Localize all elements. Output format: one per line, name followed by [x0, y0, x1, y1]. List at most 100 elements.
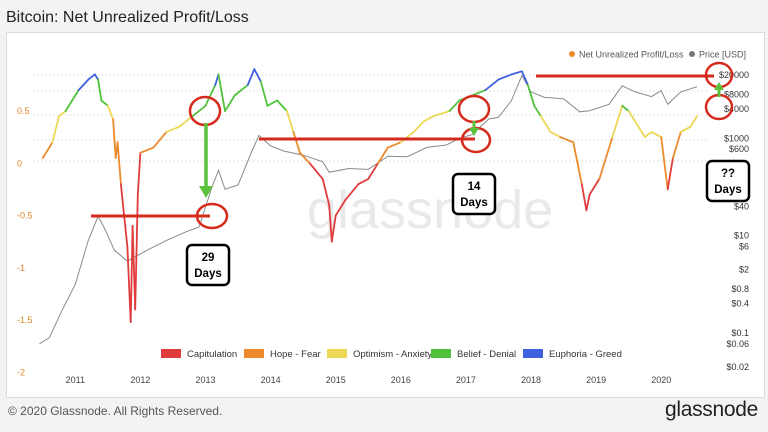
annotation-14-days-unit: Days [460, 197, 488, 209]
nupl-segment [107, 104, 114, 121]
nupl-segment [666, 157, 674, 191]
x-tick-label: 2020 [651, 375, 671, 385]
y-right-tick-label: $0.8 [731, 284, 749, 294]
annotation-box-14-days [451, 172, 497, 216]
y-left-tick-label: -0.5 [17, 211, 33, 221]
nupl-segment [533, 104, 542, 118]
nupl-segment [123, 214, 129, 248]
nupl-segment [276, 99, 288, 112]
legend-price-marker [689, 51, 695, 57]
brand-logo: glassnode [664, 398, 758, 421]
nupl-segment [422, 115, 435, 123]
x-tick-label: 2017 [456, 375, 476, 385]
nupl-segment [308, 162, 324, 180]
nupl-segment [224, 94, 236, 112]
nupl-chart: glassnode 0.5 0 -0.5 -1 -1.5 -2 $20000 $8000 $4… [17, 50, 751, 385]
nupl-segment [580, 183, 588, 212]
y-right-tick-label: $0.1 [731, 328, 749, 338]
legend-nupl-label: Net Unrealized Profit/Loss [579, 50, 684, 60]
nupl-segment [484, 78, 500, 91]
nupl-segment [621, 104, 630, 112]
legend-euphoria-greed-label: Euphoria - Greed [549, 349, 622, 360]
y-right-tick-label: $1000 [724, 133, 749, 143]
nupl-segment [497, 73, 513, 81]
nupl-segment [233, 84, 249, 97]
legend-optimism-anxiety-swatch [327, 349, 347, 358]
nupl-segment [559, 136, 575, 144]
nupl-segment [672, 131, 682, 159]
nupl-segment [689, 115, 698, 128]
y-axis-left-ticks: 0.5 0 -0.5 -1 -1.5 -2 [17, 106, 33, 377]
nupl-segment [152, 131, 168, 149]
grid-lines [33, 74, 707, 162]
annotation-unknown-days-number: ?? [721, 168, 735, 180]
y-axis-right-ticks: $20000 $8000 $4000 $1000$600 $40 $10$6 $2 $0.8 $… [719, 70, 749, 372]
x-tick-label: 2011 [66, 375, 85, 385]
nupl-segment [71, 89, 80, 102]
page-title: Bitcoin: Net Unrealized Profit/Loss [6, 9, 249, 26]
nupl-segment [93, 73, 99, 81]
y-left-tick-label: 0.5 [17, 106, 30, 116]
nupl-segment [116, 141, 122, 186]
legend-capitulation-swatch [161, 349, 181, 358]
nupl-segment [386, 141, 402, 149]
y-right-tick-label: $0.4 [731, 299, 749, 309]
nupl-segment [266, 99, 279, 107]
nupl-segment [644, 131, 653, 138]
nupl-segment [321, 177, 331, 207]
nupl-segment [64, 99, 73, 112]
nupl-segment [637, 125, 646, 138]
y-right-tick-label: $0.06 [726, 339, 749, 349]
nupl-segment [650, 131, 663, 138]
nupl-segment [165, 125, 181, 133]
annotation-14-days-number: 14 [468, 181, 481, 193]
chart-panel: glassnode 0.5 0 -0.5 -1 -1.5 -2 $20000 $8000 $4… [6, 32, 765, 398]
nupl-segment [330, 214, 337, 243]
legend-capitulation-label: Capitulation [187, 349, 237, 360]
nupl-segment [510, 70, 523, 76]
nupl-segment [253, 68, 262, 83]
legend-belief-denial-swatch [431, 349, 451, 358]
nupl-segment [660, 136, 669, 191]
nupl-segment [292, 131, 301, 154]
nupl-segment [611, 104, 624, 138]
annotations: 29 Days 14 Days ?? Days [91, 61, 751, 287]
nupl-segment [598, 136, 614, 180]
y-left-tick-label: -1.5 [17, 315, 33, 325]
legend-top: Net Unrealized Profit/Loss Price [USD] [569, 50, 746, 60]
nupl-segment [246, 68, 256, 86]
nupl-segment [136, 151, 142, 196]
legend-euphoria-greed-swatch [523, 349, 543, 358]
nupl-segment [100, 99, 109, 107]
nupl-segment [344, 183, 360, 201]
nupl-segment [112, 118, 117, 159]
y-right-tick-label: $4000 [724, 104, 749, 114]
nupl-segment [357, 177, 370, 186]
nupl-segment [58, 110, 67, 118]
x-tick-label: 2015 [326, 375, 346, 385]
nupl-segment [178, 115, 194, 128]
legend-bottom: Capitulation Hope - Fear Optimism - Anxi… [161, 349, 622, 360]
nupl-segment [627, 110, 640, 128]
y-left-tick-label: -1 [17, 263, 25, 273]
y-right-tick-label: $10 [734, 231, 749, 241]
y-right-tick-label: $2 [739, 265, 749, 275]
nupl-segment [448, 99, 461, 112]
nupl-segment [588, 177, 601, 196]
nupl-segment [549, 131, 562, 138]
nupl-segment [539, 115, 552, 133]
nupl-segment [585, 193, 591, 212]
legend-belief-denial-label: Belief - Denial [457, 349, 516, 360]
x-tick-label: 2018 [521, 375, 541, 385]
x-tick-label: 2014 [261, 375, 281, 385]
nupl-segment [328, 204, 333, 243]
nupl-segment [412, 120, 425, 133]
annotation-circle-2017-top [457, 94, 491, 124]
nupl-segment [521, 70, 529, 86]
legend-hope-fear-swatch [244, 349, 264, 358]
nupl-segment [285, 110, 295, 133]
nupl-segment [334, 198, 347, 217]
x-tick-label: 2013 [196, 375, 216, 385]
nupl-segment [120, 183, 125, 217]
y-left-tick-label: 0 [17, 158, 22, 168]
